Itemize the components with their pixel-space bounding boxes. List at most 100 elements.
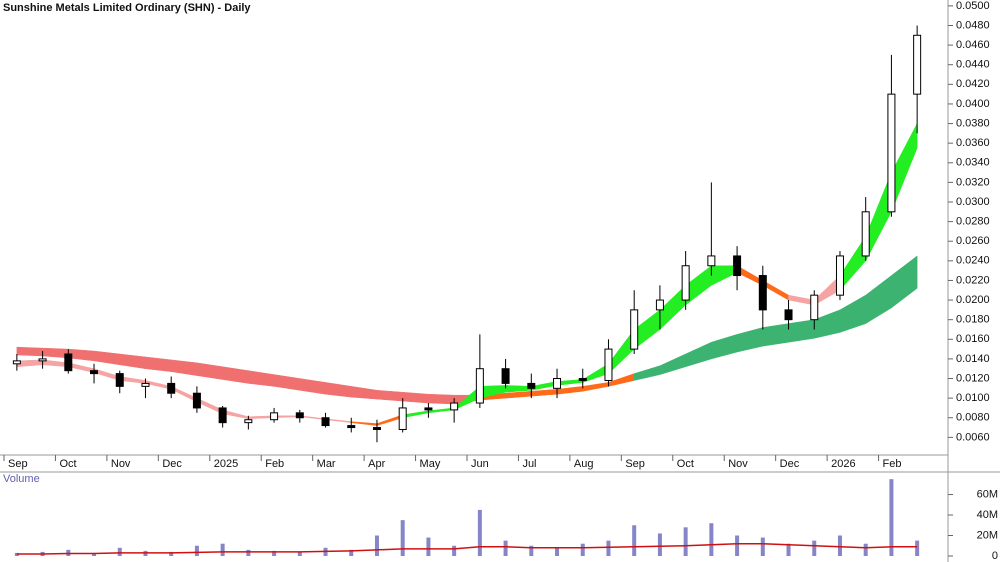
candle-body (527, 382, 536, 389)
candle-body (115, 373, 124, 387)
y-tick-label: 0.0120 (956, 372, 990, 384)
x-tick-label: Oct (677, 458, 694, 470)
volume-bar (452, 545, 457, 556)
candle-body (655, 299, 664, 311)
candle-body (681, 265, 690, 301)
candle-body (424, 407, 433, 411)
volume-bar (117, 547, 122, 556)
y-tick-label: 0.0200 (956, 294, 990, 306)
candle-body (630, 309, 639, 350)
volume-title: Volume (3, 473, 40, 485)
x-tick-label: 2025 (214, 458, 238, 470)
x-tick-label: Mar (317, 458, 336, 470)
volume-bar (837, 535, 842, 556)
volume-bar (915, 540, 920, 556)
x-tick-label: Dec (780, 458, 800, 470)
candle-body (90, 370, 99, 375)
candle-body (475, 368, 484, 404)
y-tick-label: 0.0500 (956, 0, 990, 12)
candle-body (141, 382, 150, 387)
candle-body (295, 412, 304, 419)
candle-body (733, 255, 742, 277)
y-tick-label: 0.0240 (956, 255, 990, 267)
y-tick-label: 20M (977, 529, 998, 541)
volume-bar (735, 535, 740, 556)
candle-body (450, 402, 459, 411)
volume-bar (580, 543, 585, 556)
volume-bar (760, 537, 765, 556)
candle-body (835, 255, 844, 296)
candle-body (64, 353, 73, 372)
y-tick-label: 0.0320 (956, 176, 990, 188)
y-tick-label: 0.0280 (956, 216, 990, 228)
volume-average (16, 542, 918, 555)
candle-body (913, 34, 922, 95)
x-tick-label: Sep (625, 458, 645, 470)
y-tick-label: 0.0340 (956, 157, 990, 169)
volume-bar (657, 533, 662, 556)
volume-bar (349, 549, 354, 556)
candle-body (167, 382, 176, 394)
x-tick-label: Aug (574, 458, 594, 470)
candle-body (321, 417, 330, 427)
y-tick-label: 0.0220 (956, 274, 990, 286)
volume-bar (863, 543, 868, 556)
volume-bar (709, 523, 714, 556)
volume-bar (92, 552, 97, 556)
ribbon-segment (402, 391, 429, 404)
candle-body (192, 392, 201, 409)
y-tick-label: 0.0180 (956, 314, 990, 326)
candle-body (810, 294, 819, 321)
candle-body (12, 360, 21, 365)
volume-bar (169, 551, 174, 556)
volume-bar (194, 545, 199, 556)
y-tick-label: 0.0060 (956, 431, 990, 443)
chart-title: Sunshine Metals Limited Ordinary (SHN) -… (3, 2, 251, 14)
candle-body (707, 255, 716, 267)
x-tick-label: Nov (111, 458, 131, 470)
y-tick-label: 0.0440 (956, 59, 990, 71)
volume-bar (812, 540, 817, 556)
candle-body (784, 309, 793, 321)
volume-bar (374, 535, 379, 556)
volume-bar (632, 525, 637, 556)
y-tick-label: 60M (977, 488, 998, 500)
y-tick-label: 0.0420 (956, 78, 990, 90)
x-tick-label: Sep (8, 458, 28, 470)
candle-body (38, 358, 47, 362)
x-tick-label: May (420, 458, 441, 470)
y-tick-label: 0.0380 (956, 117, 990, 129)
x-tick-label: Apr (368, 458, 385, 470)
y-tick-label: 0.0400 (956, 98, 990, 110)
y-tick-label: 0.0140 (956, 353, 990, 365)
volume-bar (272, 550, 277, 556)
candle-body (604, 348, 613, 381)
volume-bar (400, 520, 405, 556)
y-tick-label: 40M (977, 509, 998, 521)
x-tick-label: Dec (162, 458, 182, 470)
ribbon-segment (891, 255, 918, 309)
candle-body (270, 412, 279, 421)
volume-bar (606, 540, 611, 556)
candle-body (244, 419, 253, 424)
candle-body (553, 378, 562, 389)
y-tick-label: 0.0260 (956, 235, 990, 247)
volume-bar (555, 547, 560, 556)
ribbon-segment (762, 323, 789, 347)
volume-bar (786, 543, 791, 556)
ribbon-segment (788, 319, 815, 343)
volume-bar (297, 551, 302, 556)
y-tick-label: 0.0480 (956, 19, 990, 31)
y-tick-label: 0 (992, 550, 998, 562)
x-tick-label: Nov (728, 458, 748, 470)
ribbon-segment (376, 390, 403, 402)
ribbon-segment (16, 346, 43, 357)
volume-bar (889, 479, 894, 556)
x-tick-label: Feb (883, 458, 902, 470)
y-tick-label: 0.0080 (956, 412, 990, 424)
candle-body (398, 407, 407, 431)
candle-body (861, 211, 870, 257)
